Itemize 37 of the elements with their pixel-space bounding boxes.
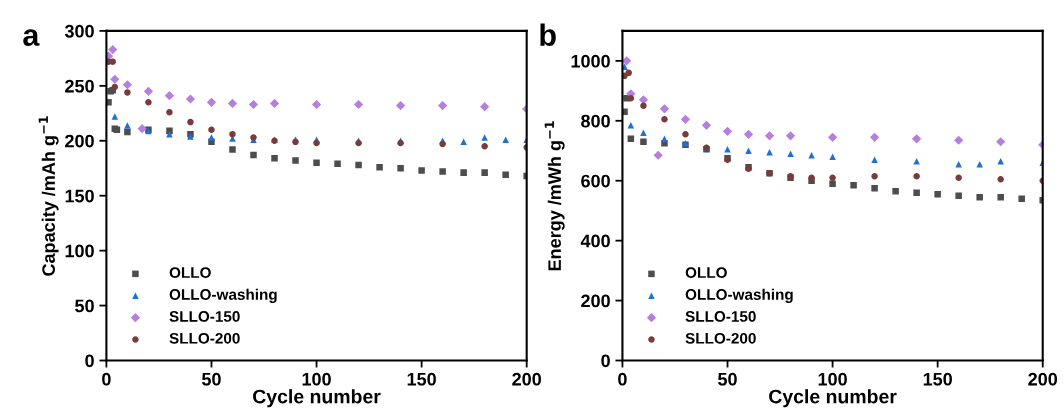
y-tick-label: 800 bbox=[581, 114, 610, 128]
y-tick-label: 300 bbox=[64, 24, 94, 38]
y-tick-label: 400 bbox=[580, 234, 610, 248]
legend-label: SLLO-150 bbox=[169, 311, 240, 322]
y-tick-label: 250 bbox=[65, 79, 94, 93]
y-tick-label: 1000 bbox=[571, 54, 610, 68]
x-tick-label: 50 bbox=[718, 372, 737, 386]
legend-label: OLLO bbox=[169, 267, 211, 279]
y-tick-label: 100 bbox=[65, 244, 94, 258]
legend-label: SLLO-200 bbox=[685, 332, 756, 344]
y-axis-title: Capacity /mAh g$^{−1}$ bbox=[38, 116, 59, 276]
x-tick-label: 50 bbox=[201, 372, 221, 386]
x-tick-label: 150 bbox=[407, 372, 436, 386]
legend-label: SLLO-200 bbox=[169, 332, 240, 344]
legend-label: OLLO-washing bbox=[169, 288, 277, 303]
y-axis-title: Energy /mWh g$^{−1}$ bbox=[544, 121, 565, 271]
y-tick-label: 600 bbox=[581, 174, 610, 188]
legend-label: OLLO bbox=[685, 267, 727, 279]
x-axis-title: Cycle number bbox=[253, 389, 381, 408]
y-tick-label: 200 bbox=[65, 134, 94, 148]
y-tick-label: 150 bbox=[65, 189, 94, 203]
x-tick-label: 100 bbox=[302, 372, 331, 386]
y-tick-label: 0 bbox=[85, 354, 94, 368]
y-tick-label: 200 bbox=[581, 294, 610, 308]
chart-title: a bbox=[23, 29, 40, 46]
x-tick-label: 0 bbox=[102, 372, 111, 386]
y-tick-label: 0 bbox=[601, 354, 610, 368]
x-tick-label: 200 bbox=[1028, 372, 1058, 386]
y-tick-label: 50 bbox=[75, 299, 94, 313]
legend-label: SLLO-150 bbox=[685, 311, 756, 322]
x-tick-label: 100 bbox=[818, 372, 847, 386]
legend-label: OLLO-washing bbox=[685, 288, 793, 303]
chart-title: b bbox=[540, 23, 556, 46]
x-tick-label: 0 bbox=[618, 372, 627, 386]
x-tick-label: 150 bbox=[923, 372, 952, 386]
x-axis-title: Cycle number bbox=[769, 389, 897, 408]
x-tick-label: 200 bbox=[512, 372, 541, 386]
